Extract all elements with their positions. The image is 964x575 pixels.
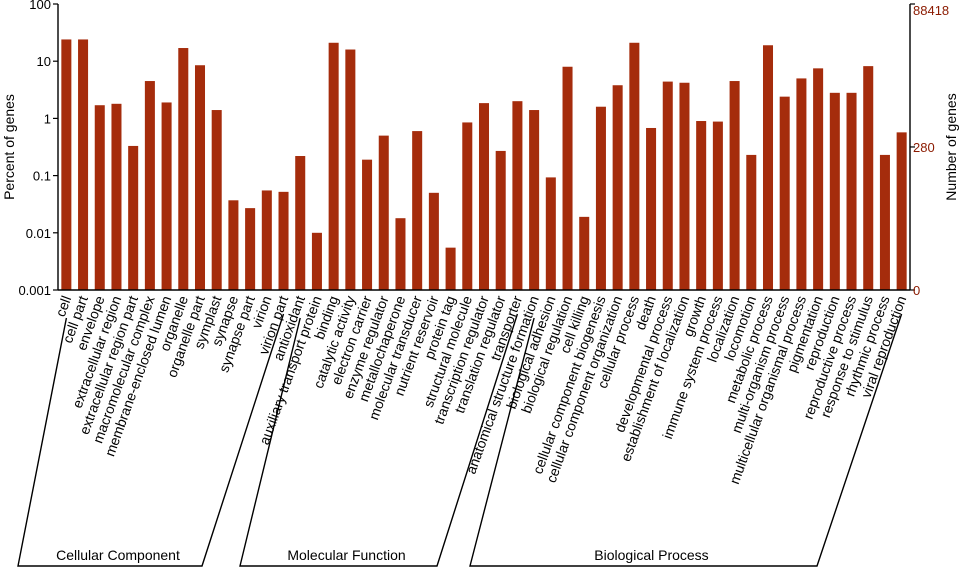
bar bbox=[228, 200, 239, 290]
bar bbox=[412, 131, 423, 290]
bar bbox=[562, 66, 573, 291]
bar bbox=[696, 121, 707, 291]
bar bbox=[144, 81, 155, 290]
left-tick-label: 10 bbox=[37, 54, 51, 69]
bar bbox=[829, 92, 840, 290]
bar bbox=[545, 177, 556, 290]
bar bbox=[245, 208, 256, 290]
bar bbox=[779, 96, 790, 291]
left-tick-label: 100 bbox=[29, 0, 51, 12]
bar bbox=[295, 156, 306, 290]
bar bbox=[278, 191, 289, 290]
bar bbox=[646, 127, 657, 290]
bar bbox=[813, 68, 824, 290]
group-label: Cellular Component bbox=[56, 547, 180, 563]
bar bbox=[662, 81, 673, 290]
bar bbox=[445, 247, 456, 290]
bar bbox=[495, 150, 506, 290]
bar bbox=[629, 42, 640, 290]
right-ticks: 88418 280 0 bbox=[910, 3, 949, 298]
bar bbox=[529, 110, 540, 290]
left-tick-label: 0.001 bbox=[18, 283, 51, 298]
right-tick-label: 88418 bbox=[913, 3, 949, 18]
bar bbox=[395, 218, 406, 290]
bar bbox=[78, 39, 89, 291]
group-label: Biological Process bbox=[594, 547, 708, 563]
bar bbox=[194, 65, 206, 291]
bars-layer bbox=[61, 39, 907, 291]
bar bbox=[428, 192, 439, 290]
bar bbox=[796, 78, 807, 290]
right-tick-label: 0 bbox=[913, 283, 920, 298]
bar bbox=[462, 122, 473, 290]
bar bbox=[595, 106, 606, 290]
bar bbox=[128, 145, 139, 290]
left-ticks: 100 10 1 0.1 0.01 0.001 bbox=[18, 0, 58, 298]
bar bbox=[712, 121, 723, 290]
bar bbox=[311, 232, 322, 290]
bar bbox=[161, 102, 172, 291]
right-axis-label: Number of genes bbox=[943, 93, 959, 200]
group-bracket bbox=[469, 313, 903, 567]
bar bbox=[762, 45, 774, 291]
bar bbox=[94, 105, 105, 290]
left-tick-label: 1 bbox=[44, 111, 51, 126]
bar bbox=[612, 85, 623, 291]
bar bbox=[178, 48, 189, 290]
bar bbox=[579, 216, 590, 290]
bar bbox=[746, 154, 757, 290]
bar bbox=[111, 103, 122, 290]
bar bbox=[261, 190, 272, 290]
bar bbox=[729, 81, 740, 290]
bar bbox=[362, 159, 373, 290]
category-label: cell bbox=[52, 294, 74, 319]
left-tick-label: 0.1 bbox=[33, 169, 51, 184]
bar bbox=[211, 110, 222, 290]
bar bbox=[328, 42, 339, 290]
group-label: Molecular Function bbox=[287, 547, 405, 563]
group-bracket bbox=[17, 313, 285, 567]
group-bracket bbox=[239, 313, 519, 567]
group-brackets: Cellular Component Molecular Function Biol… bbox=[17, 313, 903, 567]
bar bbox=[512, 101, 523, 291]
bar bbox=[679, 82, 690, 290]
right-tick-label: 280 bbox=[913, 140, 935, 155]
bar bbox=[896, 132, 907, 290]
left-tick-label: 0.01 bbox=[26, 226, 51, 241]
bar bbox=[378, 135, 389, 290]
y-axis-label: Percent of genes bbox=[1, 94, 17, 200]
bar bbox=[478, 103, 490, 291]
bar bbox=[61, 39, 72, 291]
bar bbox=[345, 49, 356, 290]
bar bbox=[863, 66, 874, 290]
bar bbox=[879, 154, 890, 290]
bar bbox=[846, 92, 857, 290]
